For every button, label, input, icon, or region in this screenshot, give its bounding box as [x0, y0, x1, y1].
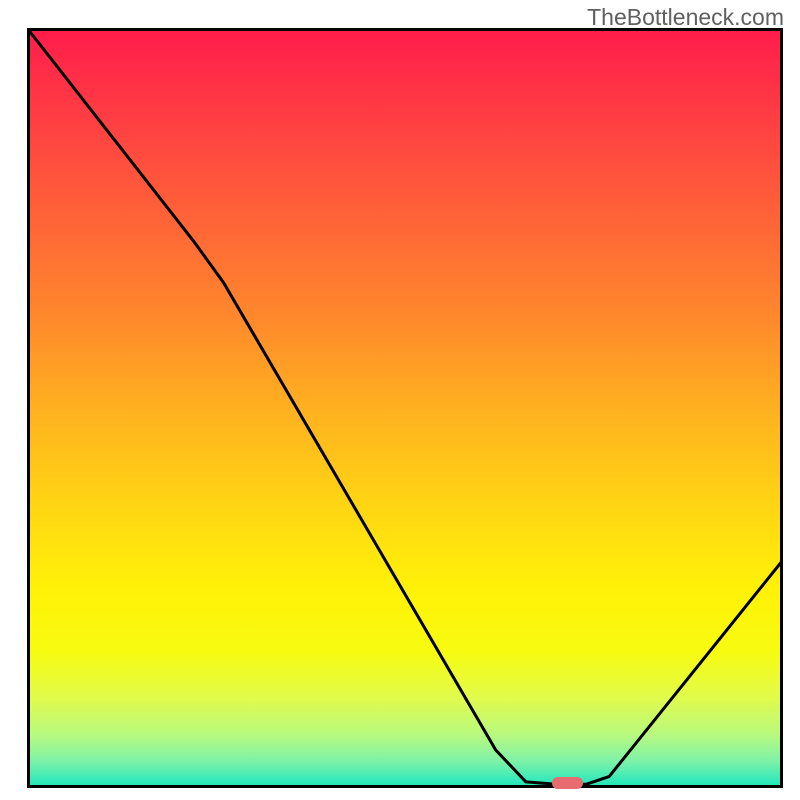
bottleneck-curve	[27, 28, 783, 788]
optimal-marker	[552, 777, 584, 789]
chart-container: TheBottleneck.com	[0, 0, 800, 800]
plot-area	[27, 28, 783, 788]
curve-path	[27, 28, 783, 784]
watermark-text: TheBottleneck.com	[587, 4, 784, 31]
